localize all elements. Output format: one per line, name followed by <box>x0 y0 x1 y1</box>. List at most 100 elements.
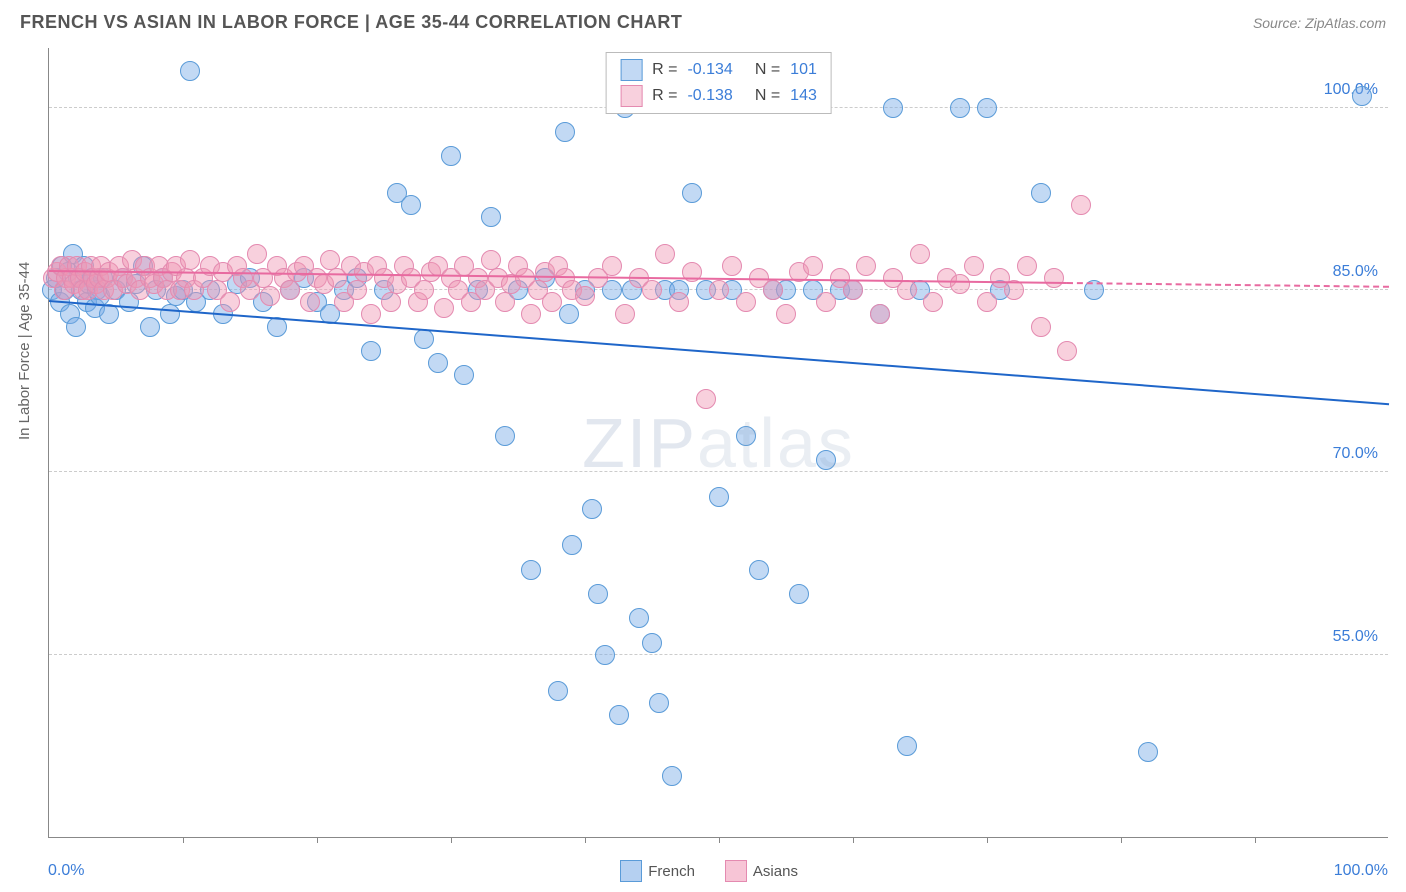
asian-point <box>964 256 984 276</box>
y-tick-label: 70.0% <box>1333 445 1378 463</box>
french-point <box>736 426 756 446</box>
asian-point <box>1057 341 1077 361</box>
stats-legend: R = -0.134N = 101 R = -0.138N = 143 <box>605 52 832 114</box>
french-point <box>562 535 582 555</box>
asian-point <box>655 244 675 264</box>
asian-point <box>950 274 970 294</box>
french-point <box>99 304 119 324</box>
asian-point <box>709 280 729 300</box>
x-max-label: 100.0% <box>1334 862 1388 880</box>
french-point <box>749 560 769 580</box>
french-point <box>1031 183 1051 203</box>
asian-point <box>642 280 662 300</box>
source-attribution: Source: ZipAtlas.com <box>1253 15 1386 31</box>
gridline <box>49 471 1388 472</box>
asian-point <box>776 304 796 324</box>
asian-point <box>521 304 541 324</box>
french-r-value: -0.134 <box>687 61 732 79</box>
french-point <box>428 353 448 373</box>
asian-r-value: -0.138 <box>687 87 732 105</box>
french-point <box>950 98 970 118</box>
stats-row-asian: R = -0.138N = 143 <box>620 85 817 107</box>
asian-point <box>575 286 595 306</box>
french-point <box>361 341 381 361</box>
series-legend: FrenchAsians <box>620 860 798 882</box>
asian-point <box>347 280 367 300</box>
chart-plot-area: ZIPatlas R = -0.134N = 101R = -0.138N = … <box>48 48 1388 838</box>
asian-point <box>602 256 622 276</box>
french-point <box>649 693 669 713</box>
french-point <box>1138 742 1158 762</box>
asian-point <box>763 280 783 300</box>
asian-point <box>320 250 340 270</box>
french-point <box>629 608 649 628</box>
french-point <box>897 736 917 756</box>
asian-point <box>897 280 917 300</box>
asian-point <box>803 256 823 276</box>
french-swatch <box>620 59 642 81</box>
french-point <box>682 183 702 203</box>
x-tick <box>853 837 854 843</box>
french-point <box>495 426 515 446</box>
asian-point <box>977 292 997 312</box>
x-tick <box>585 837 586 843</box>
asian-point <box>1031 317 1051 337</box>
french-point <box>559 304 579 324</box>
french-point <box>521 560 541 580</box>
french-point <box>1352 86 1372 106</box>
asian-point <box>923 292 943 312</box>
y-tick-label: 85.0% <box>1333 263 1378 281</box>
french-point <box>441 146 461 166</box>
stats-row-french: R = -0.134N = 101 <box>620 59 817 81</box>
french-point <box>180 61 200 81</box>
asian-point <box>1071 195 1091 215</box>
y-axis-label: In Labor Force | Age 35-44 <box>16 262 33 440</box>
asian-point <box>542 292 562 312</box>
french-point <box>414 329 434 349</box>
asian-point <box>856 256 876 276</box>
x-axis: 0.0% FrenchAsians 100.0% <box>48 860 1388 882</box>
asian-point <box>414 280 434 300</box>
asian-n-value: 143 <box>790 87 817 105</box>
french-point <box>642 633 662 653</box>
asian-point <box>615 304 635 324</box>
french-point <box>160 304 180 324</box>
asian-point <box>381 292 401 312</box>
asian-point <box>280 280 300 300</box>
french-point <box>66 317 86 337</box>
asian-point <box>696 389 716 409</box>
asian-swatch <box>620 85 642 107</box>
french-point <box>883 98 903 118</box>
asian-point <box>843 280 863 300</box>
asian-point <box>816 292 836 312</box>
legend-label: Asians <box>753 863 798 880</box>
asian-point <box>1017 256 1037 276</box>
chart-title: FRENCH VS ASIAN IN LABOR FORCE | AGE 35-… <box>20 12 682 33</box>
asian-trendline-extension <box>1067 282 1389 288</box>
french-point <box>548 681 568 701</box>
asian-point <box>870 304 890 324</box>
french-point <box>595 645 615 665</box>
asian-point <box>300 292 320 312</box>
asian-point <box>361 304 381 324</box>
french-point <box>816 450 836 470</box>
asian-point <box>260 286 280 306</box>
french-point <box>454 365 474 385</box>
asian-point <box>736 292 756 312</box>
french-point <box>140 317 160 337</box>
legend-swatch <box>725 860 747 882</box>
x-tick <box>1255 837 1256 843</box>
asian-point <box>434 298 454 318</box>
asian-point <box>669 292 689 312</box>
x-tick <box>987 837 988 843</box>
x-tick <box>1121 837 1122 843</box>
y-tick-label: 55.0% <box>1333 628 1378 646</box>
french-point <box>709 487 729 507</box>
french-point <box>977 98 997 118</box>
asian-point <box>495 292 515 312</box>
asian-point <box>910 244 930 264</box>
french-n-value: 101 <box>790 61 817 79</box>
french-point <box>555 122 575 142</box>
x-tick <box>183 837 184 843</box>
french-trendline <box>49 300 1389 405</box>
